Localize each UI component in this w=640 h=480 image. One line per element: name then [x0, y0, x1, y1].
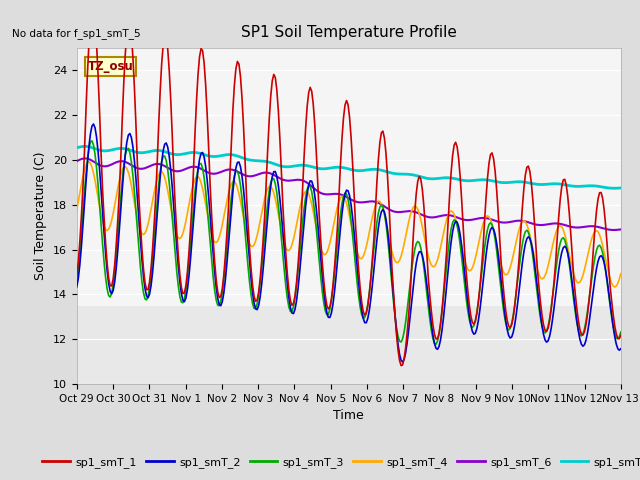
sp1_smT_2 — [255, 303, 262, 309]
sp1_smT_6 — [81, 156, 88, 161]
Text: TZ_osu: TZ_osu — [88, 60, 133, 73]
Y-axis label: Soil Temperature (C): Soil Temperature (C) — [35, 152, 47, 280]
sp1_smT_4 — [264, 186, 271, 192]
sp1_smT_2 — [141, 286, 149, 291]
X-axis label: Time: Time — [333, 409, 364, 422]
sp1_smT_6 — [141, 165, 149, 171]
sp1_smT_4 — [588, 235, 596, 240]
sp1_smT_1 — [90, 8, 97, 13]
Line: sp1_smT_7: sp1_smT_7 — [77, 146, 621, 188]
Text: No data for f_sp1_smT_5: No data for f_sp1_smT_5 — [12, 28, 140, 39]
sp1_smT_2 — [617, 346, 625, 352]
sp1_smT_7 — [611, 185, 619, 191]
sp1_smT_2 — [90, 121, 97, 127]
sp1_smT_7 — [73, 145, 81, 151]
sp1_smT_3 — [141, 296, 149, 301]
sp1_smT_3 — [237, 182, 244, 188]
sp1_smT_1 — [73, 273, 81, 278]
sp1_smT_3 — [312, 225, 320, 231]
sp1_smT_3 — [73, 279, 81, 285]
sp1_smT_7 — [588, 183, 596, 189]
Line: sp1_smT_1: sp1_smT_1 — [77, 11, 621, 366]
sp1_smT_3 — [88, 138, 96, 144]
sp1_smT_2 — [312, 205, 320, 211]
sp1_smT_2 — [589, 286, 597, 291]
Legend: sp1_smT_1, sp1_smT_2, sp1_smT_3, sp1_smT_4, sp1_smT_6, sp1_smT_7: sp1_smT_1, sp1_smT_2, sp1_smT_3, sp1_smT… — [38, 453, 640, 472]
Line: sp1_smT_2: sp1_smT_2 — [77, 124, 621, 362]
sp1_smT_3 — [264, 200, 271, 205]
sp1_smT_7 — [255, 158, 262, 164]
Line: sp1_smT_4: sp1_smT_4 — [77, 162, 621, 287]
sp1_smT_6 — [588, 223, 596, 229]
sp1_smT_3 — [432, 341, 440, 347]
sp1_smT_3 — [255, 292, 262, 298]
sp1_smT_1 — [312, 148, 320, 154]
sp1_smT_1 — [589, 244, 597, 250]
sp1_smT_4 — [611, 284, 619, 290]
sp1_smT_6 — [255, 171, 262, 177]
sp1_smT_6 — [609, 227, 617, 233]
sp1_smT_4 — [73, 207, 81, 213]
sp1_smT_4 — [312, 225, 320, 230]
sp1_smT_1 — [141, 280, 149, 286]
sp1_smT_4 — [141, 230, 149, 236]
sp1_smT_6 — [264, 170, 271, 176]
Line: sp1_smT_6: sp1_smT_6 — [77, 158, 621, 230]
sp1_smT_1 — [237, 73, 244, 79]
sp1_smT_2 — [237, 164, 244, 169]
sp1_smT_1 — [255, 289, 262, 295]
sp1_smT_7 — [312, 165, 320, 171]
sp1_smT_7 — [81, 144, 88, 149]
Title: SP1 Soil Temperature Profile: SP1 Soil Temperature Profile — [241, 25, 457, 40]
sp1_smT_2 — [399, 359, 406, 365]
sp1_smT_6 — [73, 158, 81, 164]
sp1_smT_7 — [617, 185, 625, 191]
sp1_smT_4 — [255, 226, 262, 231]
sp1_smT_1 — [397, 363, 405, 369]
Bar — [77, 48, 621, 306]
sp1_smT_3 — [617, 329, 625, 335]
sp1_smT_7 — [264, 159, 271, 165]
sp1_smT_1 — [264, 146, 271, 152]
sp1_smT_2 — [73, 284, 81, 290]
sp1_smT_3 — [589, 263, 597, 269]
sp1_smT_7 — [237, 154, 244, 160]
sp1_smT_6 — [312, 187, 320, 193]
sp1_smT_6 — [617, 227, 625, 232]
Line: sp1_smT_3: sp1_smT_3 — [77, 141, 621, 344]
sp1_smT_6 — [237, 170, 244, 176]
sp1_smT_1 — [617, 333, 625, 338]
sp1_smT_2 — [264, 212, 271, 218]
sp1_smT_4 — [85, 159, 93, 165]
sp1_smT_4 — [237, 198, 244, 204]
sp1_smT_7 — [141, 150, 149, 156]
sp1_smT_4 — [617, 271, 625, 276]
